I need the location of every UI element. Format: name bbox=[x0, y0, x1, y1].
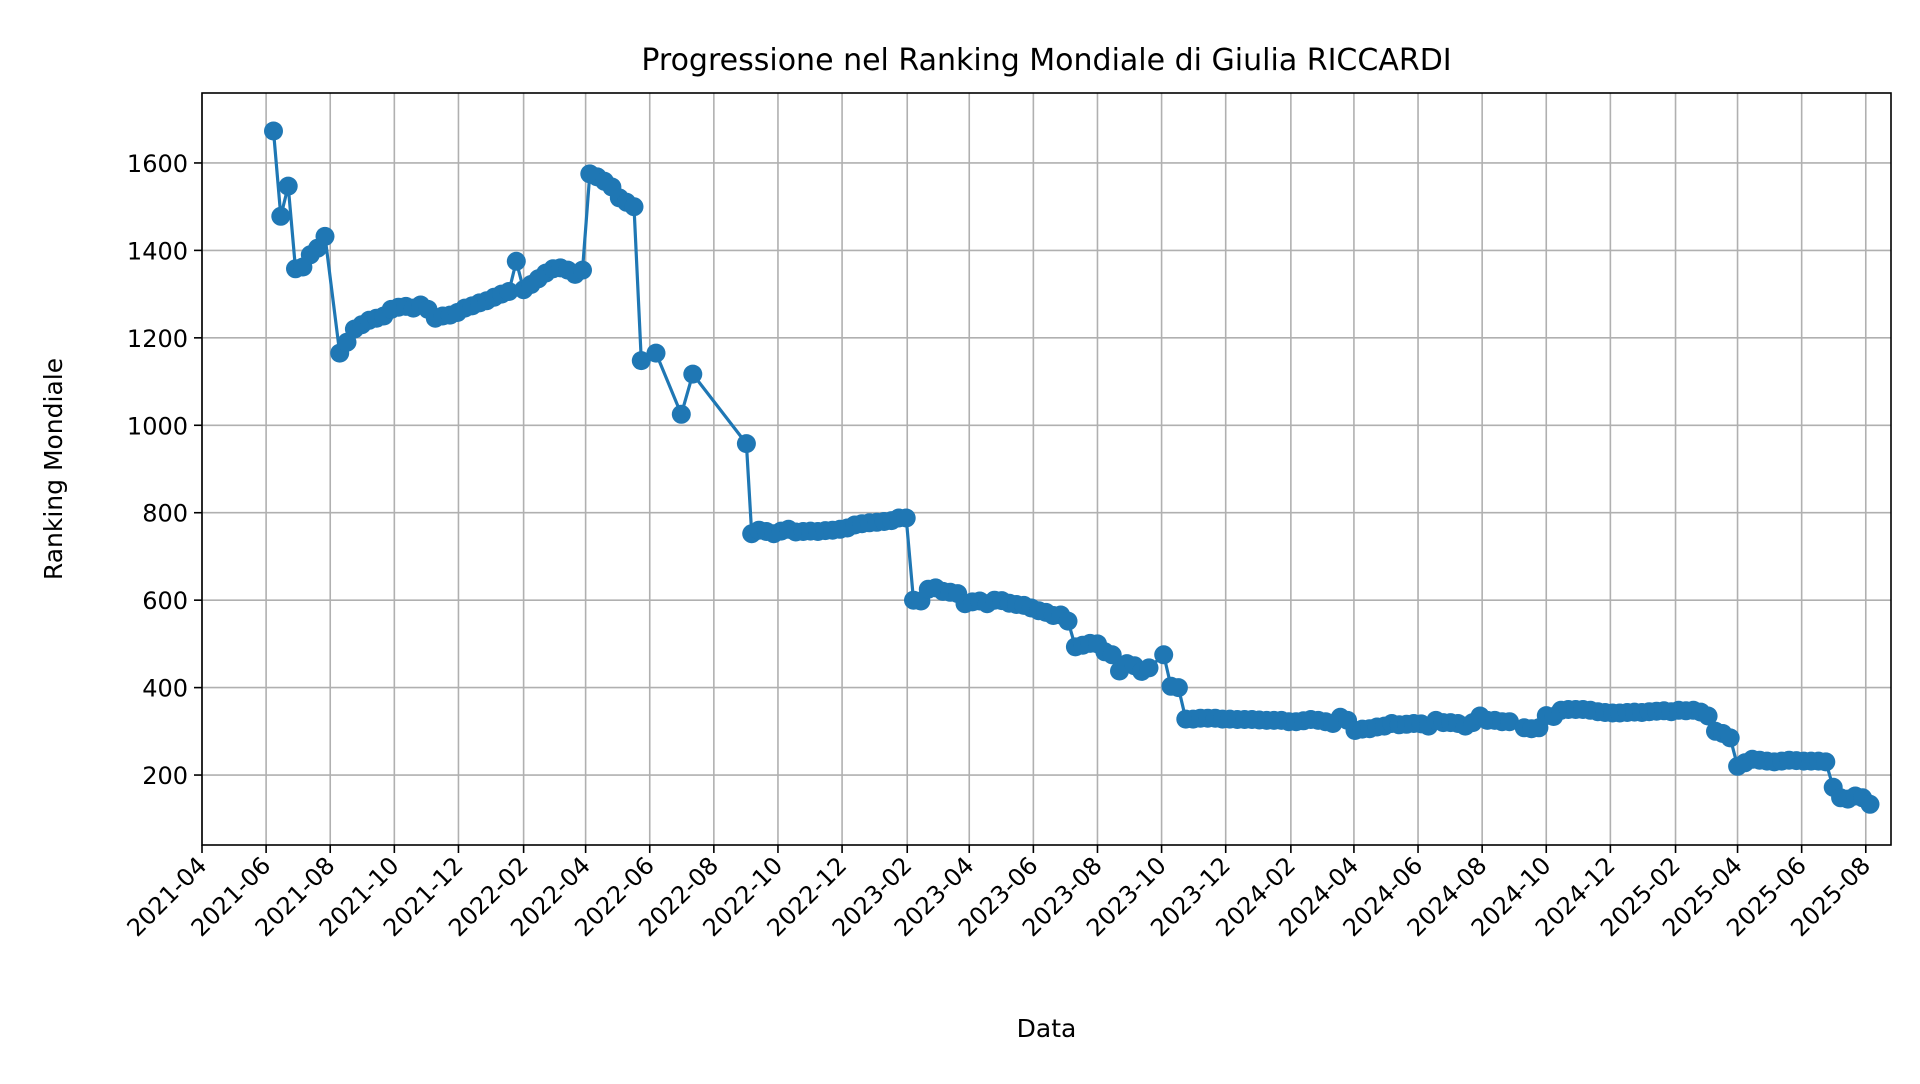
data-point bbox=[264, 121, 283, 141]
y-tick-label: 1000 bbox=[127, 412, 188, 440]
data-point bbox=[315, 226, 335, 246]
data-point bbox=[683, 364, 703, 384]
data-point bbox=[1058, 611, 1078, 631]
y-tick-label: 1400 bbox=[127, 237, 188, 265]
y-tick-label: 800 bbox=[142, 500, 188, 528]
y-axis-title: Ranking Mondiale bbox=[39, 358, 68, 580]
data-point bbox=[1698, 706, 1718, 726]
data-point bbox=[499, 282, 519, 301]
data-point bbox=[1720, 728, 1740, 748]
data-point bbox=[736, 434, 756, 454]
data-point bbox=[624, 197, 644, 217]
y-axis-ticks: 200 400 600 800 1000 1200 1400 1600 bbox=[127, 150, 202, 790]
chart-title: Progressione nel Ranking Mondiale di Giu… bbox=[641, 43, 1451, 78]
data-point bbox=[631, 351, 651, 371]
plot-frame bbox=[201, 92, 1892, 846]
data-point bbox=[278, 176, 298, 196]
y-tick-label: 1600 bbox=[127, 150, 188, 178]
data-point bbox=[271, 206, 291, 226]
data-point bbox=[506, 251, 526, 271]
data-point bbox=[671, 404, 691, 424]
data-point bbox=[1139, 658, 1159, 678]
data-point bbox=[896, 508, 916, 528]
data-point bbox=[1102, 645, 1122, 665]
data-point bbox=[1816, 752, 1836, 772]
data-point bbox=[573, 260, 592, 280]
y-tick-label: 1200 bbox=[127, 325, 188, 353]
x-axis-title: Data bbox=[1017, 1014, 1077, 1043]
y-tick-label: 400 bbox=[142, 675, 188, 703]
series-markers bbox=[264, 121, 1880, 814]
y-tick-label: 200 bbox=[142, 762, 188, 790]
data-point bbox=[1168, 678, 1188, 698]
y-tick-label: 600 bbox=[142, 587, 188, 615]
data-point bbox=[646, 343, 666, 363]
data-point bbox=[1154, 645, 1174, 665]
data-point bbox=[1860, 794, 1880, 814]
data-point bbox=[1500, 712, 1519, 732]
